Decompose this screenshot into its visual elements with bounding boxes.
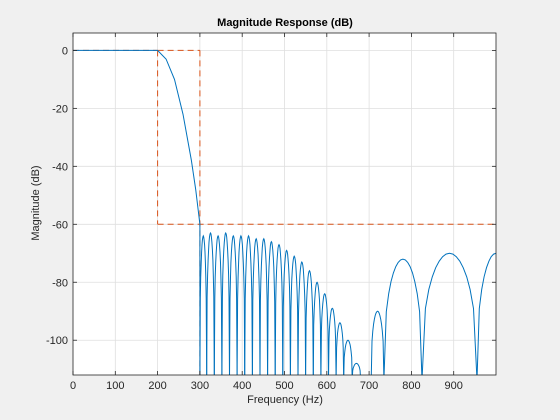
stopband-lobe [370,310,385,375]
stopband-lobe [267,240,276,375]
x-tick-label: 100 [106,380,124,392]
stopband-lobe [297,260,307,375]
y-tick-label: -80 [52,277,68,289]
y-tick-label: 0 [62,45,68,57]
y-axis-label: Magnitude (dB) [30,165,42,240]
x-tick-label: 500 [275,380,293,392]
stopband-lobe [221,231,230,375]
x-tick-label: 0 [70,380,76,392]
stopband-lobe [213,234,223,375]
stopband-lobe [206,231,215,375]
stopband-lobe [282,249,291,375]
stopband-lobe [335,322,345,375]
x-tick-label: 600 [318,380,336,392]
plot-area: 0 100 200 300 400 500 600 700 800 900 0 -20 -40 -60 -… [46,32,497,392]
y-tick-label: -40 [52,161,68,173]
stopband-lobe [320,293,329,375]
x-tick-label: 700 [360,380,378,392]
y-tick-label: -20 [52,103,68,115]
stopband-lobe [289,255,299,375]
stopband-lobe [328,307,337,375]
x-tick-label: 300 [191,380,209,392]
stopband-lobe [244,234,253,375]
series-layer [73,49,496,375]
stopband-lobe [236,234,246,375]
stopband-lobe [259,237,269,375]
chart-title: Magnitude Response (dB) [217,17,353,29]
stopband-lobe [476,252,496,375]
passband-curve [73,49,201,375]
stopband-lobe [251,237,261,375]
x-axis-label: Frequency (Hz) [247,394,323,406]
stopband-lobe [383,258,423,375]
stopband-lobe [305,269,314,375]
x-axis: 0 100 200 300 400 500 600 700 800 900 [70,33,463,392]
stopband-lobe [312,281,322,375]
grid [72,33,496,375]
x-tick-label: 400 [233,380,251,392]
stopband-lobe [229,234,238,375]
stopband-lobe [343,339,353,375]
stopband-lobe [199,234,208,375]
y-tick-label: -100 [46,335,68,347]
response-series [73,49,496,375]
x-tick-label: 800 [402,380,420,392]
y-tick-label: -60 [52,219,68,231]
stopband-lobe [351,362,361,375]
y-axis: 0 -20 -40 -60 -80 -100 [46,45,496,347]
x-tick-label: 200 [148,380,166,392]
stopband-lobe [274,243,284,375]
stopband-lobe [421,252,478,375]
x-tick-label: 900 [445,380,463,392]
